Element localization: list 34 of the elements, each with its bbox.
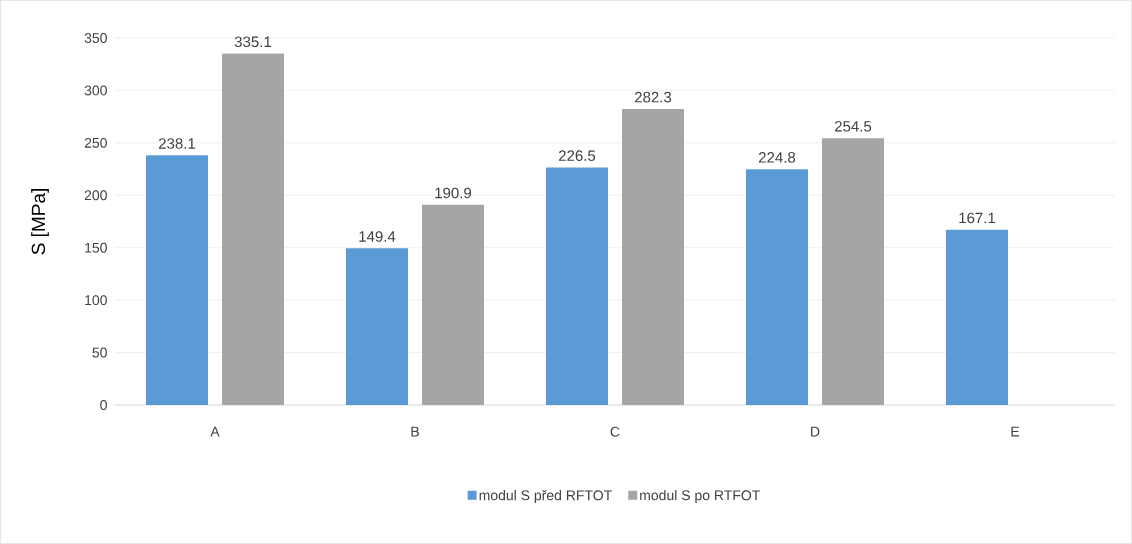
bar [622,108,684,405]
y-axis-title: S [MPa] [31,189,49,255]
data-label: 238.1 [158,138,196,149]
bar [222,53,284,405]
data-label: 167.1 [959,212,996,224]
y-tick-label: 250 [84,137,107,148]
bar [746,169,808,405]
x-tick-label: E [1011,426,1020,437]
data-label: 190.9 [435,187,472,199]
y-tick-label: 50 [92,347,107,358]
y-tick-label: 300 [84,85,107,96]
y-tick-label: 100 [85,295,107,306]
y-tick-label: 350 [84,33,107,43]
bar [546,167,608,405]
legend-label: modul S před RFTOT [479,489,612,504]
bar [822,138,884,405]
bar [346,248,408,405]
y-tick-label: 200 [84,190,107,201]
data-label: 282.3 [634,91,672,103]
x-tick-label: D [811,426,820,437]
bar [945,229,1008,405]
bar [146,155,208,405]
data-label: 335.1 [234,36,272,48]
data-label: 224.8 [758,152,796,163]
bar [422,204,484,405]
data-label: 254.5 [834,120,872,132]
y-tick-label: 150 [85,242,107,253]
y-tick-label: 0 [100,400,107,410]
data-label: 149.4 [359,231,396,242]
x-tick-label: A [210,426,220,437]
x-tick-label: C [610,426,620,437]
legend-label: modul S po RTFOT [640,489,761,504]
data-label: 226.5 [558,150,596,161]
x-tick-label: B [411,426,419,437]
